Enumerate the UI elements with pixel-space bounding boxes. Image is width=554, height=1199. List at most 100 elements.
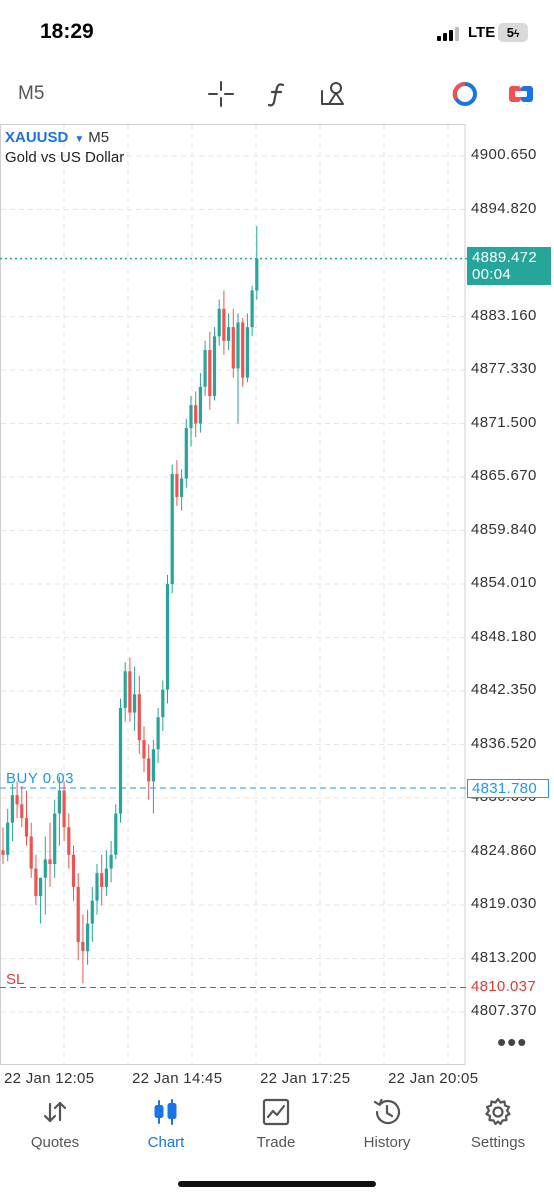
candle-body: [86, 923, 90, 952]
candle-body: [81, 941, 85, 952]
candle-body: [227, 327, 231, 341]
candle-body: [53, 813, 57, 864]
candle-body: [184, 428, 188, 479]
price-axis-label: 4871.500: [471, 413, 537, 431]
plot-frame: [0, 124, 466, 1065]
candle-body: [156, 717, 160, 750]
candle-body: [212, 336, 217, 396]
candle-body: [123, 671, 127, 708]
candle-body: [198, 386, 202, 424]
candle-body: [29, 836, 33, 869]
nav-label: Settings: [470, 1134, 526, 1151]
candle-body: [128, 671, 132, 713]
candle-body: [194, 405, 198, 424]
price-axis-label: 4836.520: [471, 734, 537, 752]
crosshair-icon[interactable]: [205, 78, 237, 110]
candle-body: [142, 740, 146, 759]
candle-body: [203, 350, 207, 387]
battery-icon: 5ϟ: [498, 23, 528, 42]
candle-body: [43, 859, 47, 878]
chart-toolbar: M5: [0, 66, 554, 122]
price-axis-label: 4900.650: [471, 146, 537, 163]
symbol-name[interactable]: XAUUSD: [5, 129, 69, 146]
chart-candles-icon: [154, 1099, 177, 1125]
price-axis-label: 4883.160: [471, 306, 537, 324]
nav-chart[interactable]: Chart: [111, 1096, 221, 1156]
objects-icon[interactable]: [317, 78, 349, 110]
trade-panel-icon[interactable]: [505, 78, 537, 110]
buy-price-tag: 4831.780: [467, 779, 549, 798]
symbol-description: Gold vs US Dollar: [5, 149, 125, 166]
candle-body: [241, 322, 245, 378]
status-bar: 18:29 LTE 5ϟ: [0, 0, 554, 66]
candle-body: [90, 900, 94, 924]
candle-body: [10, 795, 14, 823]
chart-canvas[interactable]: [0, 124, 554, 1066]
time-axis-label: 22 Jan 20:05: [388, 1070, 479, 1087]
candle-body: [180, 478, 184, 497]
price-axis-label: 4859.840: [471, 520, 537, 538]
cellular-signal-icon: [437, 27, 463, 41]
more-options-icon[interactable]: •••: [497, 1027, 528, 1057]
symbol-dropdown-icon[interactable]: ▼: [74, 134, 85, 145]
buy-order-label[interactable]: BUY 0.03: [6, 770, 74, 787]
candle-body: [231, 327, 235, 369]
price-chart[interactable]: XAUUSD ▼ M5 Gold vs US Dollar 4900.650 4894…: [0, 124, 554, 1087]
bar-countdown: 00:04: [472, 266, 512, 283]
price-axis-label: 4842.350: [471, 681, 537, 698]
network-type: LTE: [468, 24, 496, 41]
candle-body: [147, 758, 151, 782]
candle-body: [137, 694, 141, 741]
price-axis-label: 4819.030: [471, 895, 537, 912]
candle-body: [57, 790, 61, 814]
candle-body: [95, 873, 99, 901]
nav-trade[interactable]: Trade: [221, 1096, 331, 1156]
candle-body: [189, 405, 193, 429]
candle-body: [100, 873, 104, 887]
candle-body: [71, 854, 76, 887]
candle-body: [62, 790, 66, 828]
symbol-header[interactable]: XAUUSD ▼ M5: [5, 129, 109, 146]
timeframe-button[interactable]: M5: [18, 83, 45, 104]
candle-body: [118, 707, 123, 814]
candle-body: [208, 350, 212, 396]
candle-body: [34, 868, 38, 897]
price-axis-label: 4865.670: [471, 467, 537, 484]
function-icon[interactable]: [262, 78, 294, 110]
candle-body: [222, 308, 226, 341]
candle-body: [20, 804, 24, 819]
stop-loss-label[interactable]: SL: [6, 971, 25, 988]
nav-label: Trade: [256, 1134, 296, 1151]
candle-body: [1, 850, 5, 855]
candle-body: [245, 327, 249, 378]
one-click-trading-icon[interactable]: [449, 78, 481, 110]
current-price-tag: 4889.472 00:04: [467, 247, 551, 285]
candle-body: [133, 694, 137, 713]
candle-body: [48, 859, 52, 864]
price-axis-label: 4807.370: [471, 1002, 537, 1019]
candle-body: [109, 854, 113, 869]
time-axis-label: 22 Jan 12:05: [4, 1070, 95, 1087]
candle-body: [39, 877, 43, 897]
candle-body: [170, 473, 174, 585]
candle-body: [6, 822, 10, 855]
candle-body: [161, 689, 165, 718]
bottom-navigation: Quotes Chart Trade History: [0, 1090, 554, 1199]
nav-label: History: [363, 1134, 411, 1151]
home-indicator: [178, 1181, 376, 1187]
nav-label: Quotes: [30, 1134, 80, 1151]
candle-body: [67, 827, 71, 855]
candle-body: [165, 584, 170, 690]
nav-quotes[interactable]: Quotes: [0, 1096, 110, 1156]
price-axis-label: 4894.820: [471, 199, 537, 217]
candle-body: [76, 886, 80, 942]
battery-level: 5: [506, 25, 514, 40]
candle-body: [217, 308, 221, 337]
nav-history[interactable]: History: [332, 1096, 442, 1156]
time-axis-label: 22 Jan 14:45: [132, 1070, 223, 1087]
candle-body: [24, 818, 29, 837]
nav-settings[interactable]: Settings: [443, 1096, 553, 1156]
price-axis-label: 4848.180: [471, 627, 537, 645]
price-axis-label: 4813.200: [471, 948, 537, 966]
quotes-arrows-icon: [43, 1101, 67, 1123]
